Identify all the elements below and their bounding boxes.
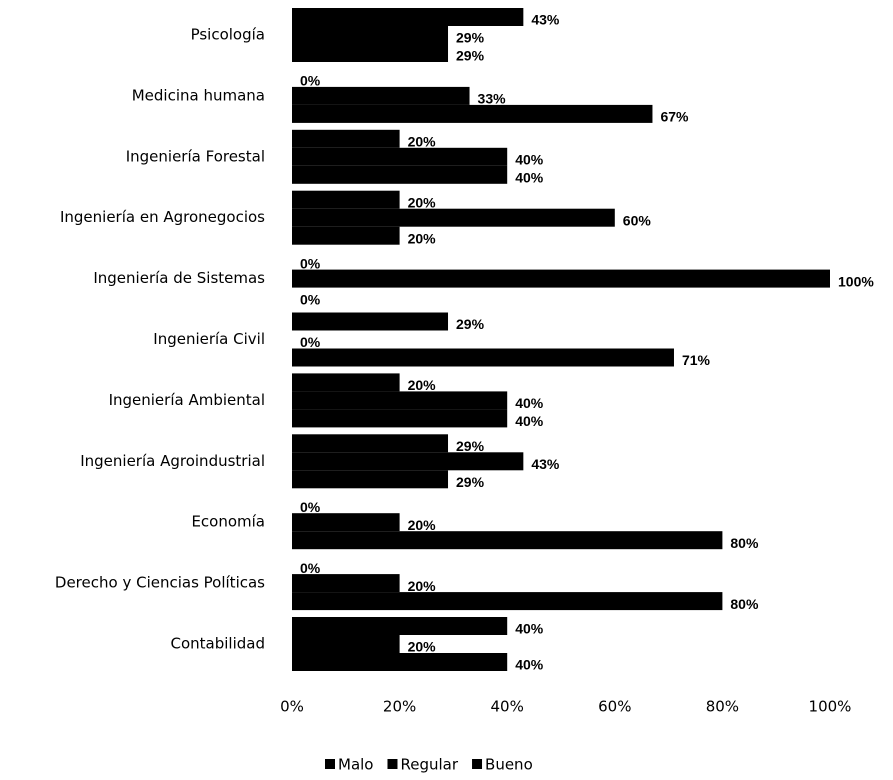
value-label: 0% (300, 560, 321, 576)
value-label: 0% (300, 255, 321, 271)
x-tick-label: 80% (706, 698, 739, 716)
x-tick-label: 100% (809, 698, 852, 716)
value-label: 60% (623, 212, 652, 228)
category-label: Psicología (191, 26, 265, 44)
value-label: 33% (478, 91, 507, 107)
bar (292, 348, 674, 367)
value-label: 20% (408, 230, 437, 246)
bar (292, 653, 508, 671)
legend-label: Bueno (485, 756, 533, 774)
value-label: 40% (515, 395, 544, 411)
bar (292, 269, 830, 288)
category-label: Ingeniería Ambiental (109, 391, 265, 409)
bar (292, 409, 508, 428)
bar (292, 165, 508, 184)
bar (292, 452, 524, 471)
bar (292, 574, 400, 593)
value-label: 20% (408, 194, 437, 210)
x-tick-label: 0% (280, 698, 304, 716)
bar (292, 592, 723, 611)
bar (292, 391, 508, 410)
legend-swatch (387, 759, 398, 769)
legend-label: Regular (400, 756, 458, 774)
bar (292, 129, 400, 148)
bar (292, 208, 615, 227)
bar (292, 617, 508, 635)
value-label: 29% (456, 30, 485, 46)
category-label: Contabilidad (171, 635, 266, 653)
category-label: Medicina humana (132, 86, 265, 104)
value-label: 43% (531, 12, 560, 28)
value-label: 0% (300, 334, 321, 350)
value-label: 67% (660, 109, 689, 125)
bar (292, 226, 400, 245)
bar (292, 373, 400, 392)
x-tick-label: 20% (383, 698, 416, 716)
value-label: 29% (456, 48, 485, 64)
x-tick-label: 60% (598, 698, 631, 716)
x-tick-label: 40% (491, 698, 524, 716)
value-label: 40% (515, 170, 544, 186)
bar (292, 513, 400, 532)
bar (292, 26, 449, 44)
value-label: 20% (408, 517, 437, 533)
bar (292, 147, 508, 166)
category-label: Derecho y Ciencias Políticas (55, 574, 265, 592)
legend-swatch (472, 759, 483, 769)
category-label: Ingeniería Civil (153, 330, 265, 348)
bar (292, 434, 449, 453)
value-label: 40% (515, 657, 544, 673)
value-label: 20% (408, 377, 437, 393)
bar (292, 190, 400, 209)
bar (292, 104, 653, 123)
value-label: 0% (300, 73, 321, 89)
value-label: 0% (300, 291, 321, 307)
value-label: 29% (456, 438, 485, 454)
value-label: 40% (515, 152, 544, 168)
value-label: 40% (515, 413, 544, 429)
value-label: 40% (515, 621, 544, 637)
value-label: 20% (408, 134, 437, 150)
value-label: 29% (456, 316, 485, 332)
bar (292, 8, 524, 26)
value-label: 80% (730, 535, 759, 551)
legend-swatch (325, 759, 335, 769)
value-label: 20% (408, 639, 437, 655)
value-label: 29% (456, 474, 485, 490)
category-label: Ingeniería Forestal (126, 147, 265, 165)
legend-label: Malo (338, 756, 373, 774)
value-label: 71% (682, 352, 711, 368)
value-label: 43% (531, 456, 560, 472)
category-label: Economía (191, 513, 265, 531)
category-label: Ingeniería de Sistemas (93, 269, 265, 287)
bar (292, 312, 449, 331)
category-label: Ingeniería Agroindustrial (80, 452, 265, 470)
value-label: 20% (408, 578, 437, 594)
bar (292, 44, 449, 62)
bar (292, 635, 400, 653)
bar (292, 531, 723, 550)
value-label: 80% (730, 596, 759, 612)
bar (292, 86, 470, 105)
category-label: Ingeniería en Agronegocios (60, 208, 265, 226)
bar (292, 470, 449, 489)
value-label: 100% (838, 273, 874, 289)
value-label: 0% (300, 499, 321, 515)
